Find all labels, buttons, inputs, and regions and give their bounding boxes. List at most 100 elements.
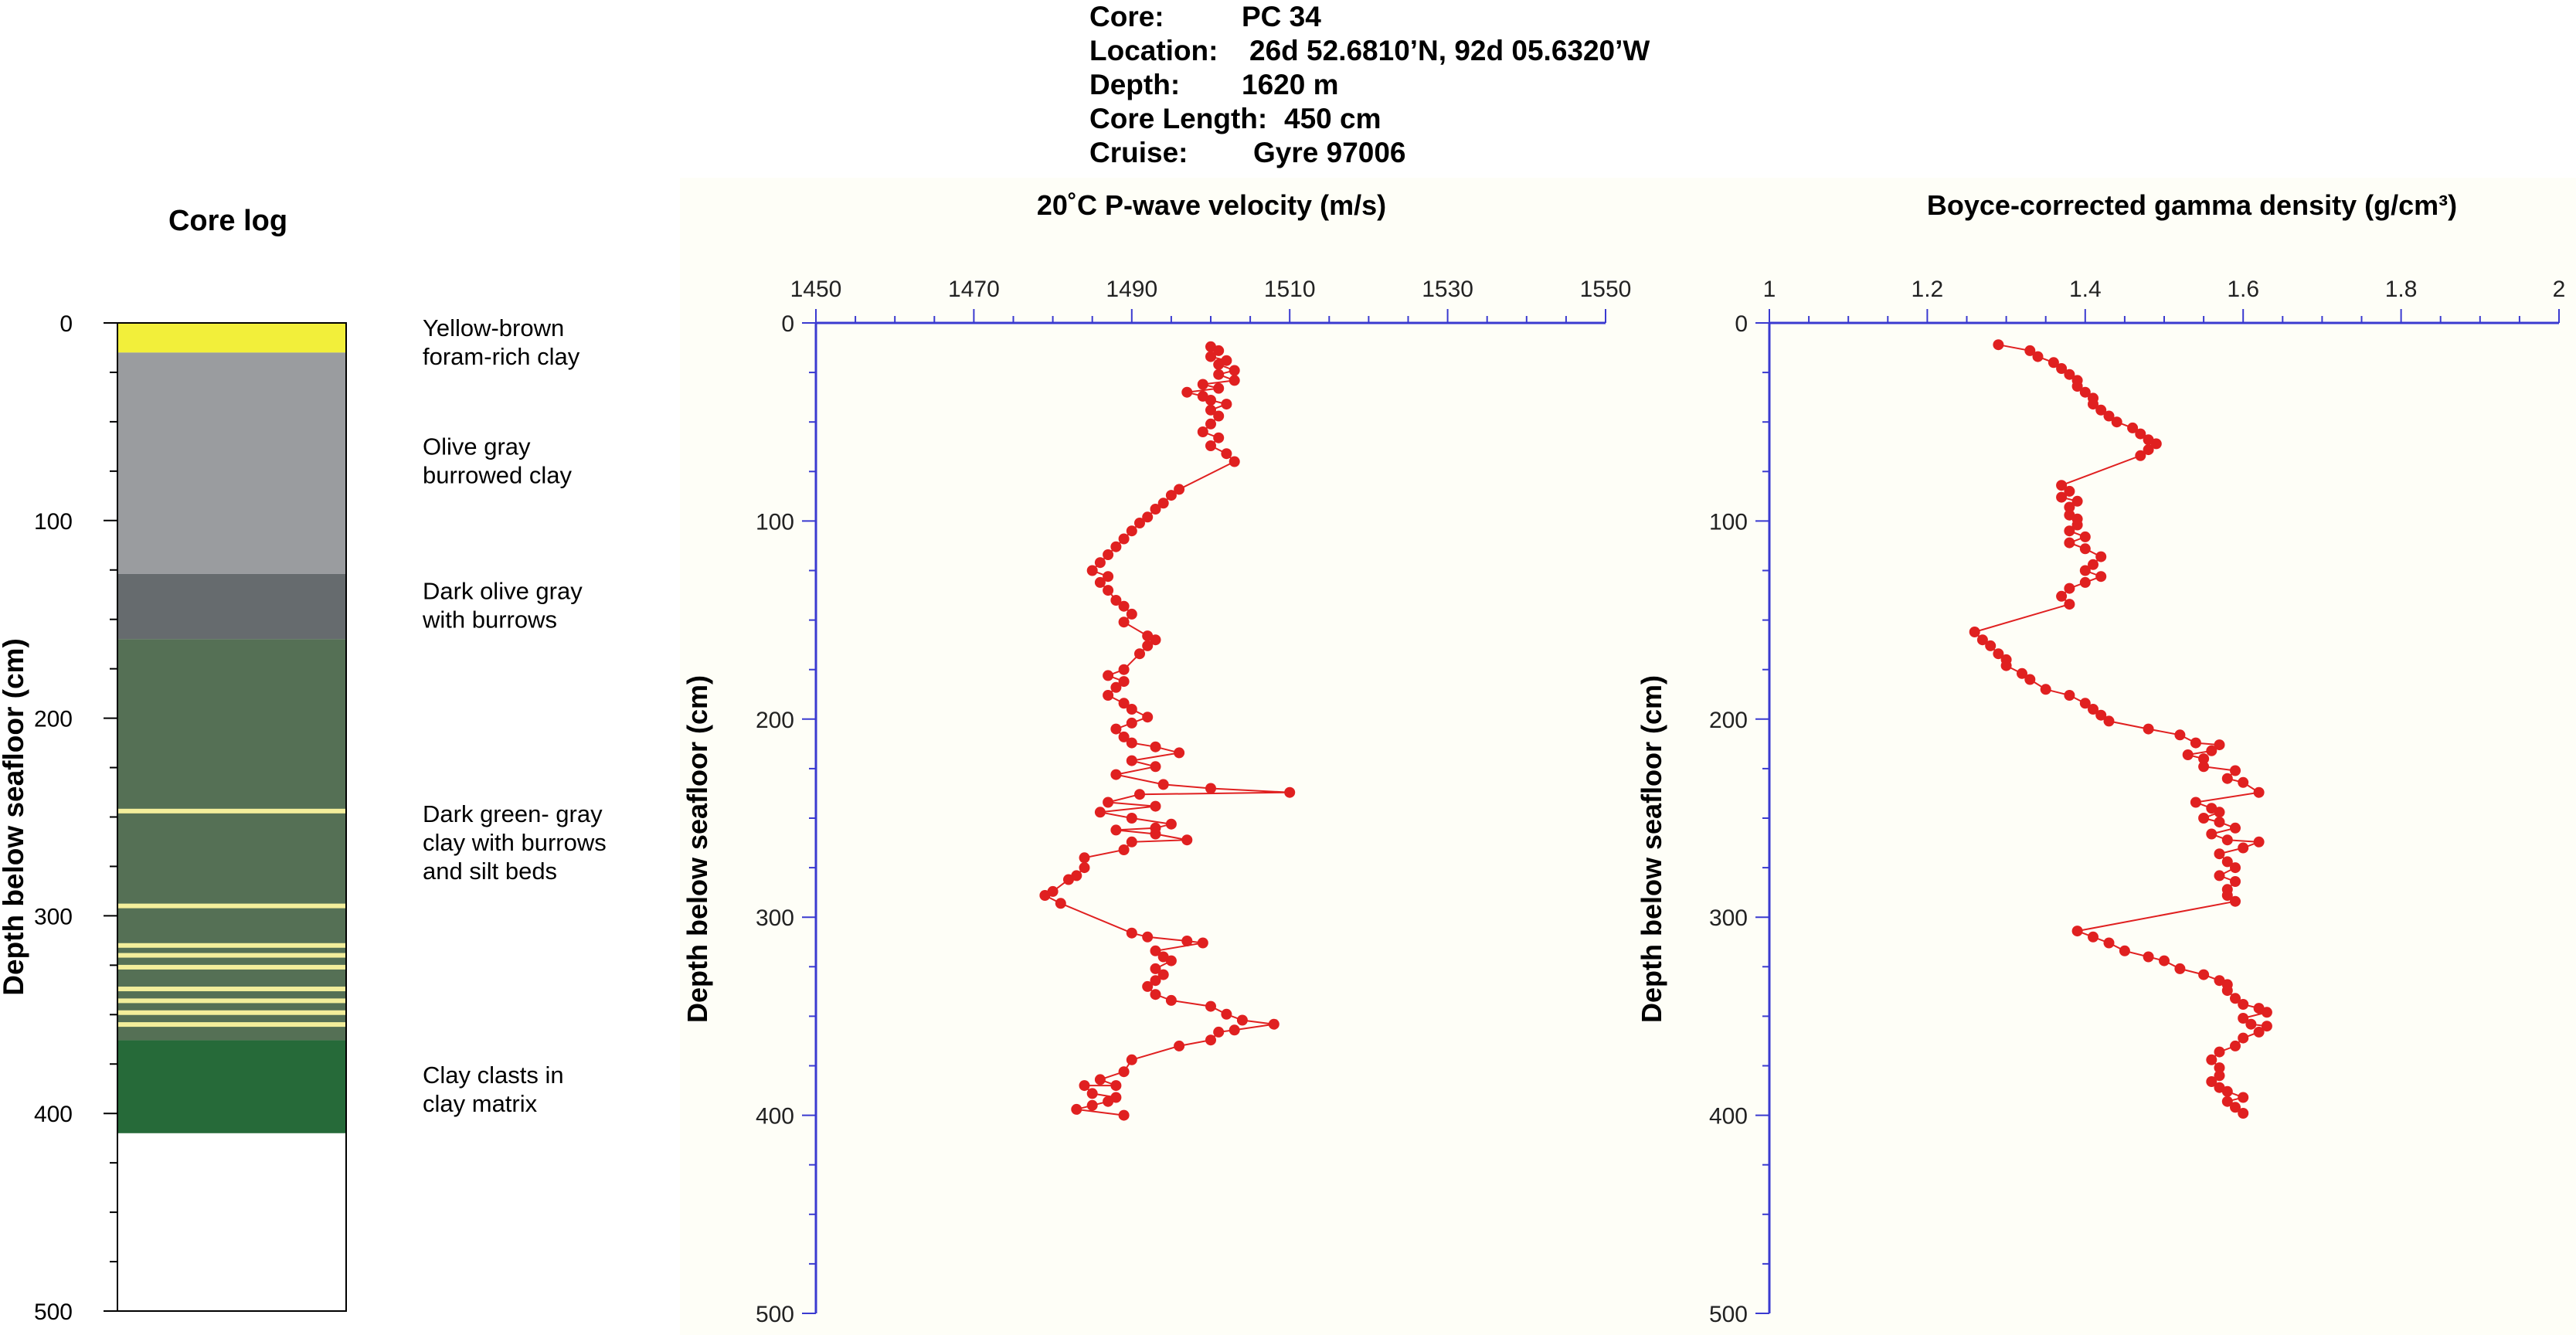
data-point-52 [2095, 709, 2107, 721]
core-layer-4 [117, 1040, 346, 1133]
silt-bed-6 [117, 998, 346, 1004]
silt-bed-1 [117, 903, 346, 909]
data-point-66 [1103, 797, 1114, 808]
data-point-3 [2048, 357, 2059, 369]
data-point-21 [2064, 485, 2075, 497]
data-point-92 [2214, 975, 2225, 987]
layer-description-1-line-1: burrowed clay [423, 462, 572, 489]
data-point-25 [1150, 504, 1161, 515]
data-point-24 [2064, 501, 2075, 513]
x-tick-label-4: 1.8 [2385, 277, 2418, 302]
data-point-14 [1205, 404, 1216, 416]
data-point-98 [2261, 1007, 2272, 1018]
data-point-13 [1221, 399, 1232, 410]
data-point-59 [2182, 749, 2194, 760]
data-point-82 [1039, 890, 1051, 901]
x-tick-label-1: 1.2 [1912, 277, 1944, 302]
data-point-34 [1103, 571, 1114, 583]
data-point-100 [1268, 1018, 1280, 1030]
data-point-97 [2253, 1003, 2265, 1014]
data-point-105 [2214, 1046, 2225, 1058]
data-point-31 [2079, 543, 2091, 555]
data-point-90 [2174, 963, 2186, 974]
data-point-28 [2064, 525, 2075, 537]
data-point-99 [1236, 1014, 1248, 1026]
layer-description-3-line-2: and silt beds [423, 858, 557, 885]
data-point-83 [2230, 895, 2241, 907]
data-point-29 [2079, 531, 2091, 542]
data-point-5 [1229, 365, 1240, 376]
y-tick-label-500: 500 [1709, 1302, 1748, 1327]
data-point-57 [2214, 739, 2225, 751]
data-point-52 [1142, 712, 1154, 723]
data-point-27 [1134, 518, 1145, 528]
data-point-112 [2238, 1092, 2249, 1103]
data-point-7 [2071, 381, 2083, 392]
data-point-47 [1118, 676, 1130, 688]
data-point-108 [2214, 1070, 2225, 1082]
x-tick-label-0: 1450 [790, 277, 842, 302]
data-point-45 [2000, 660, 2012, 671]
depth-label: Depth: [1089, 69, 1181, 100]
silt-bed-8 [117, 1022, 346, 1028]
data-point-95 [1150, 989, 1161, 1000]
data-point-20 [2056, 480, 2068, 491]
location-label: Location: [1089, 35, 1218, 66]
data-point-95 [2230, 993, 2241, 1004]
data-point-72 [1110, 824, 1122, 836]
data-point-86 [2103, 937, 2115, 949]
data-point-10 [1181, 386, 1193, 398]
length-label: Core Length: [1089, 103, 1268, 134]
x-tick-label-2: 1.4 [2069, 277, 2102, 302]
data-point-46 [2017, 668, 2027, 679]
cruise-label: Cruise: [1089, 137, 1188, 168]
layer-description-0-line-1: foram-rich clay [423, 343, 580, 370]
data-point-17 [2150, 438, 2162, 450]
data-point-41 [1976, 634, 1988, 646]
data-point-61 [2198, 761, 2210, 773]
data-point-30 [1110, 541, 1122, 552]
velocity-chart: 20˚C P-wave velocity (m/s) Depth below se… [681, 189, 1631, 1327]
data-point-107 [1094, 1074, 1106, 1085]
x-tick-label-5: 1550 [1580, 277, 1632, 302]
data-point-5 [2064, 369, 2075, 380]
data-point-56 [2190, 737, 2201, 749]
core-layer-0 [117, 323, 346, 353]
core-log-y-label: Depth below seafloor (cm) [0, 638, 29, 996]
data-point-2 [2032, 351, 2044, 362]
layer-description-3-line-0: Dark green- gray [423, 800, 603, 827]
data-point-69 [1126, 813, 1137, 824]
data-point-37 [2064, 583, 2075, 594]
data-point-13 [2111, 416, 2122, 428]
x-tick-label-1: 1470 [948, 277, 1000, 302]
data-point-35 [1094, 576, 1106, 588]
layer-description-1-line-0: Olive gray [423, 433, 531, 460]
data-point-39 [1126, 608, 1137, 620]
data-point-98 [1221, 1008, 1232, 1020]
x-tick-label-2: 1490 [1106, 277, 1157, 302]
data-point-97 [1205, 1000, 1216, 1012]
core-log-tick-label-500: 500 [34, 1299, 73, 1325]
x-tick-label-5: 2 [2553, 277, 2566, 302]
y-tick-label-400: 400 [1709, 1104, 1748, 1129]
data-point-87 [2119, 945, 2130, 956]
location-row: Location: 26d 52.6810’N, 92d 05.6320’W [1089, 34, 1650, 68]
data-point-109 [1079, 1080, 1090, 1092]
core-label: Core: [1089, 1, 1164, 32]
data-point-106 [1118, 1066, 1130, 1078]
data-point-48 [2040, 684, 2051, 695]
data-point-75 [2238, 842, 2249, 854]
data-point-19 [1205, 440, 1216, 451]
data-point-59 [1126, 755, 1137, 766]
layer-description-2-line-1: with burrows [422, 606, 557, 633]
chart-y-label: Depth below seafloor (cm) [1636, 675, 1667, 1023]
data-point-28 [1126, 525, 1137, 537]
data-point-75 [1126, 836, 1137, 848]
data-point-105 [1126, 1054, 1137, 1065]
data-point-43 [1993, 648, 2004, 660]
x-tick-label-4: 1530 [1422, 277, 1473, 302]
data-point-11 [2095, 404, 2107, 416]
data-point-4 [2056, 363, 2068, 374]
data-point-71 [2230, 822, 2241, 834]
x-tick-label-3: 1.6 [2227, 277, 2259, 302]
